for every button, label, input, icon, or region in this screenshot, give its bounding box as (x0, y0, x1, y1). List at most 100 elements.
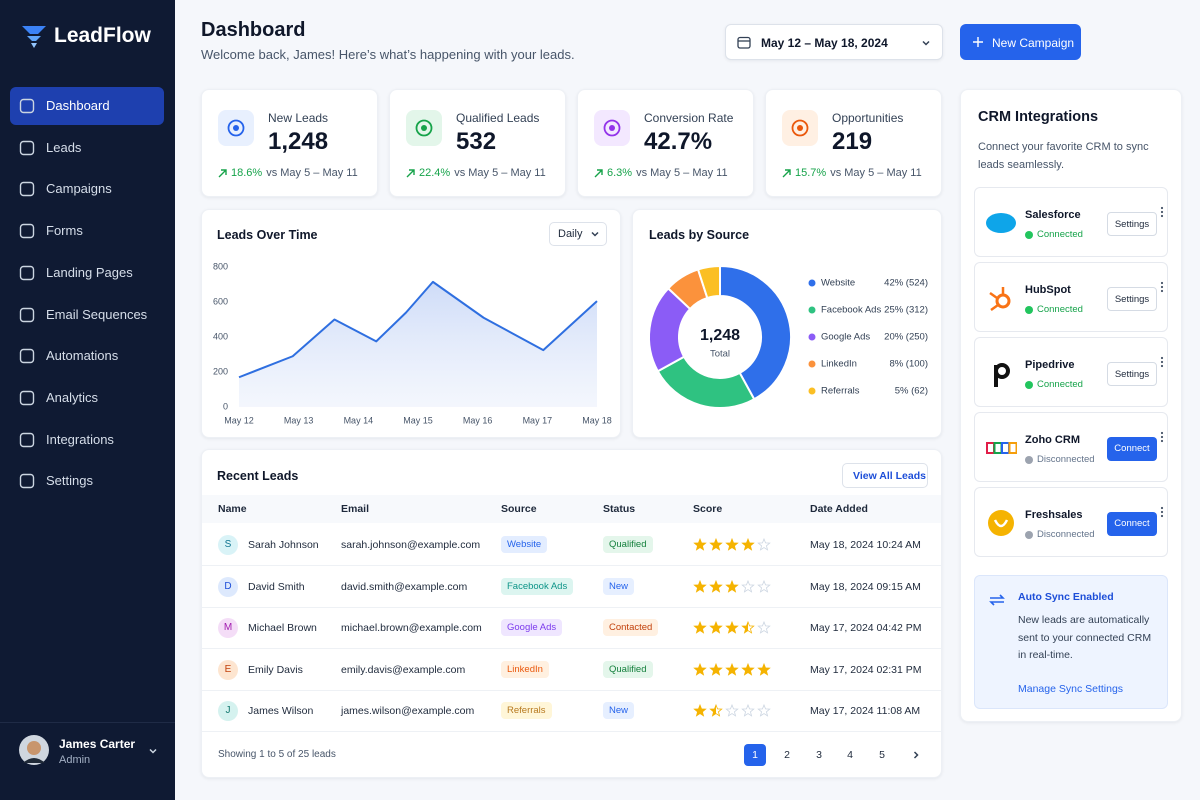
page-number: 5 (879, 749, 885, 761)
nav-item[interactable]: Leads (10, 129, 164, 167)
nav-item[interactable]: Integrations (10, 421, 164, 459)
crm-status: Connected (1025, 379, 1083, 390)
sidebar (0, 0, 175, 800)
avatar-body (23, 758, 45, 763)
nav-item[interactable]: Dashboard (10, 87, 164, 125)
page-button[interactable]: 5 (871, 744, 893, 766)
source-badge: Facebook Ads (501, 577, 574, 595)
change-value: 6.3% (607, 167, 633, 179)
page-button[interactable]: 4 (839, 744, 861, 766)
icon-shape (1025, 305, 1033, 314)
sync-icon (989, 594, 1005, 606)
lead-email: sarah.johnson@example.com (341, 539, 481, 551)
lead-date: May 17, 2024 02:31 PM (810, 663, 922, 676)
star (709, 538, 723, 551)
icon-shape (737, 36, 751, 49)
avatar-initial: J (225, 705, 231, 716)
nav-item[interactable]: Landing Pages (10, 254, 164, 292)
crm-action[interactable]: Connect (1107, 437, 1157, 461)
x-tick-label: May 16 (463, 415, 493, 425)
crm-action[interactable]: Settings (1107, 212, 1157, 236)
nav-item[interactable]: Forms (10, 212, 164, 250)
change-period: vs May 5 – May 11 (636, 167, 728, 179)
star (757, 662, 771, 676)
page-button[interactable]: 2 (776, 744, 798, 766)
icon-shape (19, 432, 35, 447)
change-value: 22.4% (419, 167, 451, 179)
legend-swatch (808, 306, 816, 314)
source-badge: LinkedIn (501, 660, 549, 678)
donut-segment (696, 264, 721, 300)
star (693, 538, 707, 551)
icon-shape (19, 265, 35, 280)
avatar-initial: S (224, 539, 232, 550)
source-badge: Website (501, 536, 548, 553)
icon-shape (1160, 514, 1164, 518)
nav-label: Email Sequences (46, 306, 148, 322)
star (725, 579, 739, 593)
score-stars (693, 704, 771, 717)
star (693, 579, 707, 593)
stat-value: 219 (832, 128, 873, 155)
new-campaign-button[interactable]: New Campaign (960, 24, 1081, 60)
lead-email: james.wilson@example.com (341, 705, 475, 717)
more-menu[interactable] (1159, 281, 1165, 293)
nav-icon (19, 474, 35, 489)
page-button[interactable]: 3 (808, 744, 830, 766)
stat-value: 42.7% (644, 128, 713, 155)
page-button[interactable]: 1 (744, 744, 766, 766)
nav-item[interactable]: Email Sequences (10, 296, 164, 334)
more-menu[interactable] (1159, 431, 1165, 443)
icon-shape (1160, 214, 1164, 218)
lead-avatar: J (218, 701, 238, 721)
view-all-button[interactable]: View All Leads (842, 463, 928, 488)
nav-label: Automations (46, 348, 119, 364)
button-label: Connect (1114, 518, 1150, 529)
column-header: Name (218, 503, 247, 515)
status-label: Disconnected (1037, 529, 1095, 540)
avatar-initial: D (224, 580, 232, 592)
star (693, 621, 707, 634)
crm-item: Freshsales Disconnected Connect (974, 487, 1168, 557)
status-dot (1025, 455, 1033, 464)
star (741, 621, 755, 634)
interval-dropdown[interactable]: Daily (549, 222, 607, 246)
crm-action[interactable]: Connect (1107, 512, 1157, 536)
status-badge: New (603, 702, 635, 719)
nav-item[interactable]: Automations (10, 337, 164, 375)
column-header: Date Added (810, 503, 868, 515)
star (741, 538, 755, 551)
sync-link[interactable]: Manage Sync Settings (1018, 683, 1124, 695)
table-header-bg (202, 495, 941, 523)
stat-change: 18.6% vs May 5 – May 11 (218, 167, 358, 179)
date-range: May 12 – May 18, 2024 (761, 36, 888, 50)
nav-label: Settings (46, 473, 93, 489)
status-label: Connected (1037, 229, 1083, 240)
nav-label: Forms (46, 223, 83, 239)
icon-shape (603, 119, 621, 137)
lead-avatar: M (218, 618, 238, 638)
crm-action[interactable]: Settings (1107, 362, 1157, 386)
next-page[interactable] (911, 750, 921, 760)
sync-title: Auto Sync Enabled (1018, 591, 1114, 603)
star (709, 704, 723, 717)
donut-segment (656, 355, 756, 409)
nav-item[interactable]: Campaigns (10, 170, 164, 208)
chevron[interactable] (148, 746, 158, 756)
status-label: Connected (1037, 304, 1083, 315)
more-menu[interactable] (1159, 206, 1165, 218)
crm-item: HubSpot Connected Settings (974, 262, 1168, 332)
crm-action[interactable]: Settings (1107, 287, 1157, 311)
date-picker[interactable]: May 12 – May 18, 2024 (725, 24, 943, 60)
nav-item[interactable]: Analytics (10, 379, 164, 417)
more-menu[interactable] (1159, 356, 1165, 368)
more-menu[interactable] (1159, 506, 1165, 518)
nav-icon (19, 265, 35, 280)
star (757, 704, 771, 717)
source-badge: Google Ads (501, 619, 563, 636)
row-divider (202, 648, 941, 649)
nav-item[interactable]: Settings (10, 462, 164, 500)
stat-change: 15.7% vs May 5 – May 11 (782, 167, 922, 179)
button-label: Settings (1114, 294, 1150, 305)
crm-panel: CRM Integrations Connect your favorite CR… (960, 89, 1182, 722)
